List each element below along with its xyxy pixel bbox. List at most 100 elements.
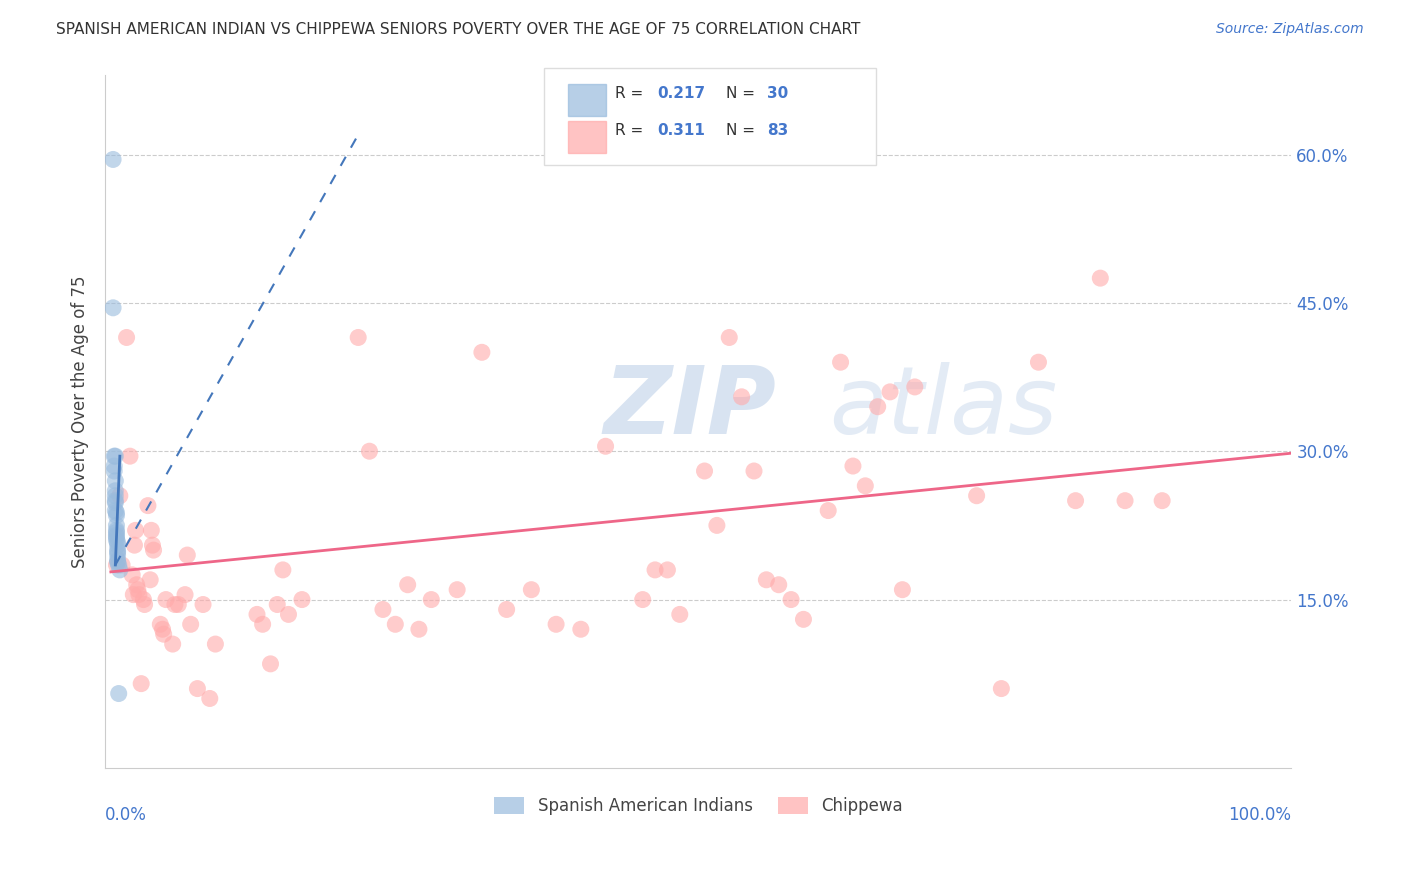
Point (266, 598, 288, 612)
Point (134, 598, 156, 612)
Point (853, 479, 876, 493)
Point (104, 449, 127, 463)
Point (111, 558, 134, 572)
Point (101, 153, 124, 167)
Point (107, 553, 129, 567)
Text: 30: 30 (768, 86, 789, 101)
Point (408, 622, 430, 636)
Point (104, 496, 127, 510)
Point (359, 444, 381, 458)
Point (730, 390, 752, 404)
Point (139, 573, 162, 587)
Point (152, 627, 174, 641)
Text: ZIP: ZIP (603, 361, 776, 454)
Point (668, 607, 690, 622)
Point (595, 439, 617, 453)
Point (105, 530, 128, 544)
Text: 100.0%: 100.0% (1229, 805, 1292, 824)
Point (104, 493, 127, 508)
Point (520, 582, 543, 597)
Point (122, 588, 145, 602)
Point (118, 449, 141, 463)
Point (644, 563, 666, 577)
Point (879, 384, 901, 399)
Point (162, 637, 184, 651)
Point (105, 558, 128, 572)
Text: R =: R = (616, 86, 648, 101)
Point (180, 617, 202, 632)
Point (108, 489, 131, 503)
Point (142, 543, 165, 558)
Point (103, 464, 125, 478)
Point (107, 558, 129, 572)
Point (277, 607, 299, 622)
Point (347, 330, 370, 344)
Point (101, 301, 124, 315)
Point (866, 400, 889, 414)
Point (167, 598, 190, 612)
Point (396, 578, 419, 592)
FancyBboxPatch shape (544, 69, 876, 165)
Point (104, 489, 127, 503)
Text: 0.0%: 0.0% (105, 805, 148, 824)
Point (105, 528, 128, 542)
FancyBboxPatch shape (568, 121, 606, 153)
Point (780, 592, 803, 607)
Text: Source: ZipAtlas.com: Source: ZipAtlas.com (1216, 22, 1364, 37)
Point (141, 538, 163, 552)
Point (132, 592, 155, 607)
Point (842, 458, 865, 473)
Point (121, 567, 143, 582)
Point (546, 617, 568, 632)
Point (495, 602, 517, 616)
Text: atlas: atlas (828, 362, 1057, 453)
Point (105, 506, 128, 520)
Point (104, 474, 127, 488)
Point (904, 380, 927, 394)
Text: SPANISH AMERICAN INDIAN VS CHIPPEWA SENIORS POVERTY OVER THE AGE OF 75 CORRELATI: SPANISH AMERICAN INDIAN VS CHIPPEWA SENI… (56, 22, 860, 37)
Point (124, 524, 146, 538)
Point (107, 686, 129, 700)
Point (155, 592, 177, 607)
Point (124, 538, 146, 552)
FancyBboxPatch shape (568, 84, 606, 116)
Point (103, 449, 125, 463)
Point (186, 681, 208, 696)
Y-axis label: Seniors Poverty Over the Age of 75: Seniors Poverty Over the Age of 75 (72, 276, 89, 568)
Point (990, 681, 1012, 696)
Point (768, 578, 790, 592)
Point (127, 582, 149, 597)
Point (198, 691, 221, 706)
Point (420, 592, 443, 607)
Point (104, 483, 127, 498)
Point (966, 489, 988, 503)
Point (149, 617, 172, 632)
Text: 83: 83 (768, 123, 789, 138)
Point (446, 582, 468, 597)
Point (384, 617, 406, 632)
Point (252, 617, 274, 632)
Text: 0.311: 0.311 (657, 123, 704, 138)
Point (115, 330, 138, 344)
Point (105, 524, 128, 538)
Point (163, 598, 186, 612)
Point (136, 499, 159, 513)
Point (1028, 355, 1050, 369)
Point (693, 464, 716, 478)
Point (204, 637, 226, 651)
Point (152, 622, 174, 636)
Point (105, 518, 128, 533)
Point (742, 464, 765, 478)
Point (891, 582, 914, 597)
Point (1090, 271, 1112, 285)
Point (657, 563, 679, 577)
Legend: Spanish American Indians, Chippewa: Spanish American Indians, Chippewa (488, 790, 910, 822)
Point (105, 508, 128, 523)
Point (1114, 493, 1136, 508)
Point (817, 503, 839, 517)
Text: 0.217: 0.217 (657, 86, 704, 101)
Point (471, 345, 494, 359)
Point (371, 602, 394, 616)
Point (271, 563, 294, 577)
Point (105, 533, 128, 548)
